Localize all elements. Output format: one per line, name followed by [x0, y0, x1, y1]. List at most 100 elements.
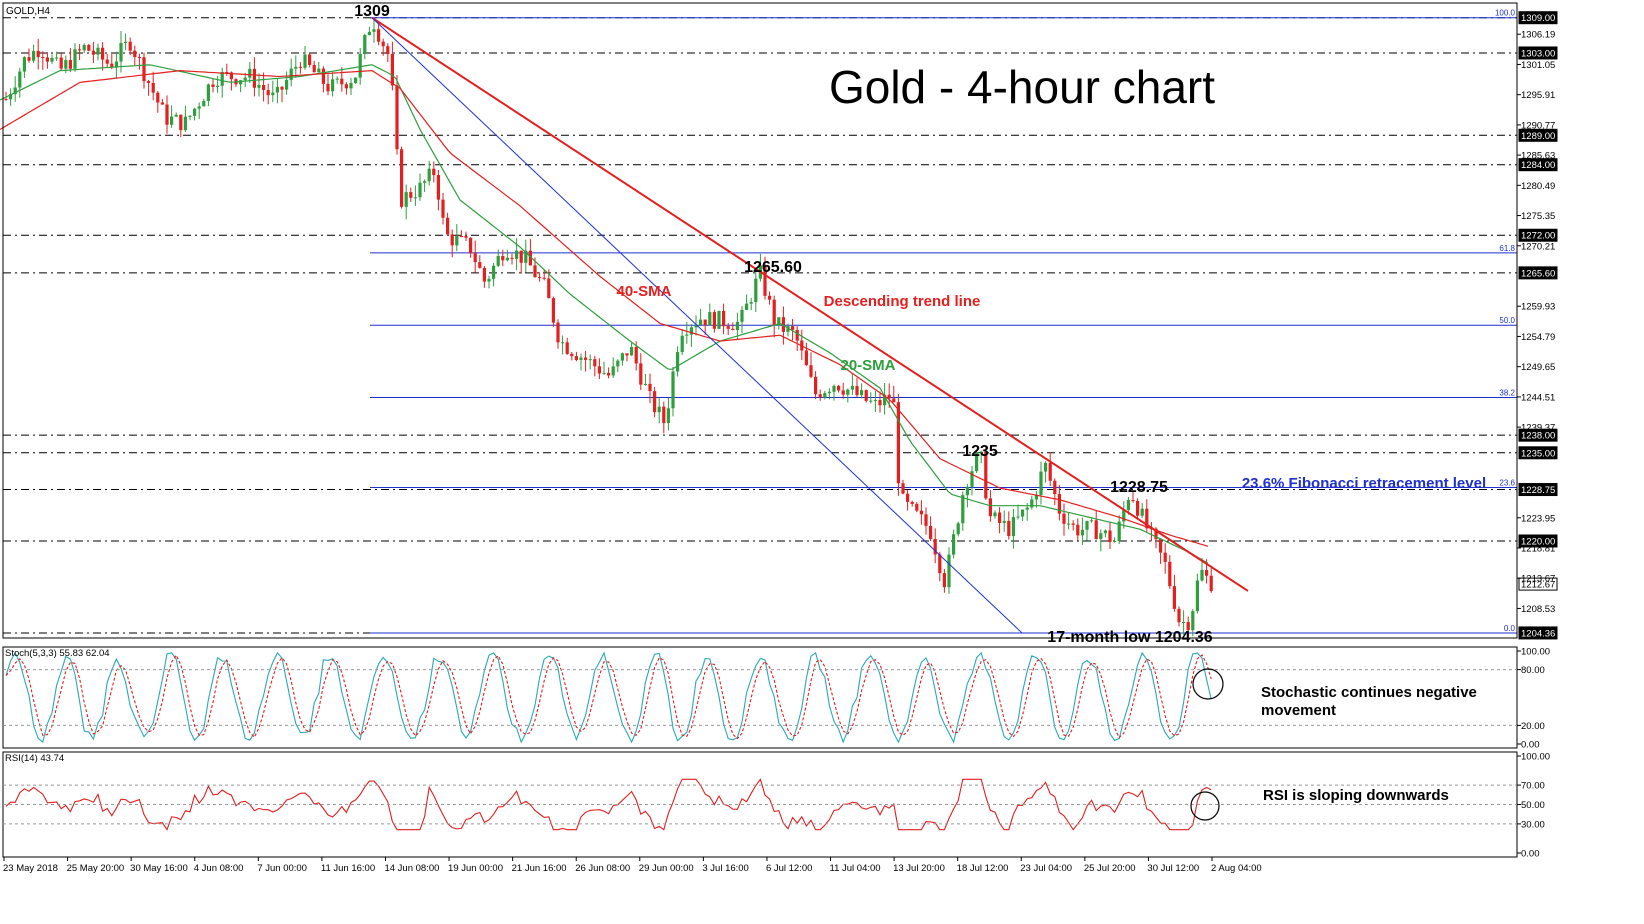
candle-body: [1205, 570, 1209, 576]
candle-body: [685, 334, 689, 336]
candle-body: [372, 29, 376, 32]
candle-body: [538, 277, 542, 279]
candle-body: [243, 77, 247, 81]
candle-body: [275, 86, 279, 93]
candle-body: [50, 57, 54, 62]
price-level-value: 1265.60: [1521, 268, 1555, 279]
time-tick-label: 11 Jun 16:00: [321, 863, 375, 874]
candle-body: [1177, 608, 1181, 623]
candle-body: [519, 250, 523, 263]
candle-body: [878, 400, 882, 406]
candle-body: [657, 406, 661, 413]
price-tick-label: 1270.21: [1521, 241, 1555, 252]
candle-body: [147, 81, 151, 83]
candle-body: [680, 335, 684, 353]
candle-body: [1099, 533, 1103, 540]
candle-body: [473, 253, 477, 263]
time-tick-label: 23 Jul 04:00: [1020, 863, 1072, 874]
candle-body: [777, 317, 781, 326]
candle-body: [400, 149, 404, 207]
candle-body: [947, 554, 951, 588]
candle-body: [616, 360, 620, 367]
time-tick-label: 11 Jul 04:00: [830, 863, 881, 874]
price-level-tag: [1518, 577, 1558, 591]
candle-body: [64, 60, 68, 69]
price-level-value: 1235.00: [1521, 448, 1555, 459]
time-tick-label: 25 May 20:00: [67, 863, 125, 874]
candle-body: [579, 357, 583, 360]
candle-body: [13, 87, 17, 95]
candle-body: [1122, 509, 1126, 522]
candle-body: [648, 383, 652, 392]
candle-body: [584, 357, 588, 360]
candle-body: [183, 116, 187, 131]
candle-body: [229, 72, 233, 80]
candle-body: [855, 386, 859, 396]
candle-body: [846, 389, 850, 395]
candle-body: [321, 68, 325, 84]
candle-body: [271, 92, 275, 96]
rsi-highlight-circle: [1190, 791, 1220, 821]
time-tick-label: 14 Jun 08:00: [384, 863, 439, 874]
candle-body: [901, 483, 905, 494]
candle-body: [41, 56, 45, 58]
candle-body: [551, 298, 555, 323]
time-tick-label: 18 Jul 12:00: [957, 863, 1009, 874]
time-tick-label: 30 May 16:00: [130, 863, 188, 874]
rsi-tick-label: 30.00: [1521, 819, 1545, 830]
candle-body: [124, 41, 128, 43]
candle-body: [1007, 520, 1011, 537]
candle-body: [367, 31, 371, 36]
candle-body: [620, 353, 624, 361]
rsi-annotation: RSI is sloping downwards: [1263, 787, 1449, 804]
stoch-tick-label: 0.00: [1521, 740, 1540, 751]
candle-body: [151, 82, 155, 93]
candle-body: [804, 350, 808, 366]
time-tick-label: 26 Jun 08:00: [575, 863, 630, 874]
fib-level-label: 0.0: [1504, 624, 1516, 633]
time-tick-label: 29 Jun 00:00: [639, 863, 694, 874]
candle-body: [970, 471, 974, 487]
stoch-tick-label: 20.00: [1521, 721, 1545, 732]
candle-body: [1057, 494, 1061, 514]
candle-body: [1021, 509, 1025, 517]
price-level-tag: [1518, 158, 1558, 172]
candle-body: [561, 342, 565, 344]
annotation-trend-line: Descending trend line: [824, 293, 981, 310]
candle-body: [266, 90, 270, 96]
candle-body: [781, 317, 785, 332]
candle-body: [699, 319, 703, 325]
candle-body: [735, 321, 739, 331]
candle-body: [689, 327, 693, 335]
candle-body: [501, 255, 505, 261]
candle-body: [533, 265, 537, 278]
candle-body: [1048, 462, 1052, 481]
candle-body: [446, 217, 450, 235]
candle-body: [464, 236, 468, 238]
price-level-value: 1272.00: [1521, 231, 1555, 242]
candle-body: [625, 353, 629, 356]
candle-body: [1172, 586, 1176, 609]
candle-body: [91, 50, 95, 55]
time-tick-label: 23 May 2018: [3, 863, 58, 874]
price-level-tag: [1518, 626, 1558, 640]
candle-body: [1076, 524, 1080, 536]
price-level-tag: [1518, 228, 1558, 242]
candle-body: [574, 356, 578, 360]
candle-body: [496, 255, 500, 266]
candle-body: [211, 84, 215, 87]
candle-body: [726, 326, 730, 329]
candle-body: [252, 68, 256, 88]
sma-20-line: [0, 64, 1209, 564]
symbol-label: GOLD,H4: [6, 6, 50, 17]
candle-body: [436, 175, 440, 200]
candle-body: [1067, 523, 1071, 525]
candle-body: [193, 108, 197, 116]
candle-body: [892, 398, 896, 403]
candle-body: [331, 79, 335, 92]
candle-body: [722, 310, 726, 327]
price-tick-label: 1254.79: [1521, 332, 1555, 343]
candle-body: [630, 346, 634, 356]
price-level-value: 1309.00: [1521, 13, 1555, 24]
